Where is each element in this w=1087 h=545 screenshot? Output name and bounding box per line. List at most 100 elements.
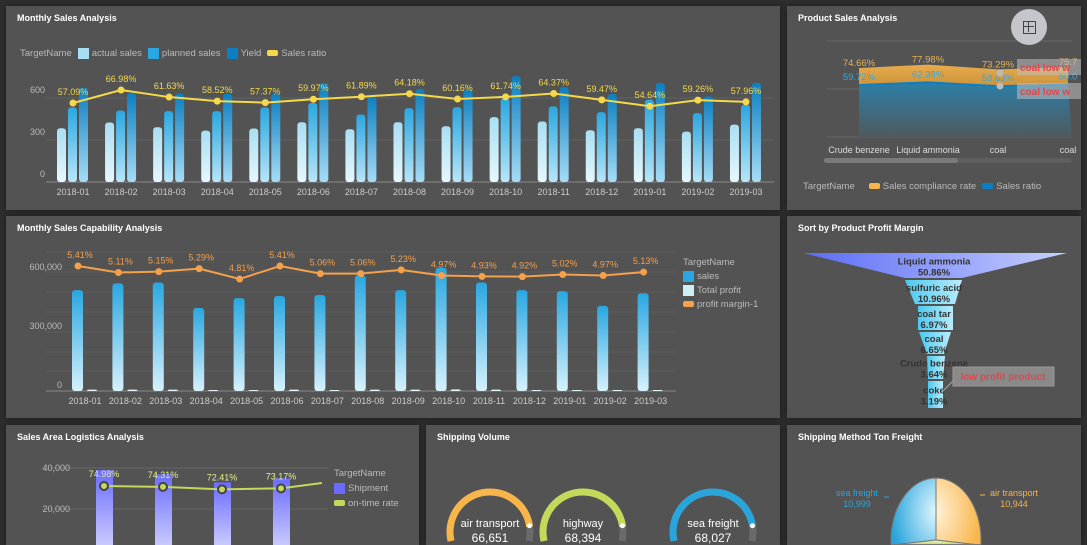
data-label: 64.37% (538, 77, 569, 87)
panel-title: Sort by Product Profit Margin (798, 223, 924, 233)
data-label: 64.18% (394, 78, 425, 88)
data-label: 59.26% (683, 84, 714, 94)
data-label: 5.23% (390, 254, 416, 264)
bar-actual-sales (393, 122, 403, 182)
bar-sales (233, 298, 245, 391)
data-label: 73.17% (266, 471, 297, 481)
gauge-label: sea freight (687, 518, 738, 530)
data-label: 57.96% (731, 86, 762, 96)
legend-item[interactable]: profit margin-1 (683, 298, 758, 312)
data-label: 5.41% (269, 250, 295, 260)
x-tick-label: 2018-09 (441, 187, 474, 197)
panel-title: Monthly Sales Capability Analysis (17, 223, 163, 233)
legend-item[interactable]: Sales ratio (267, 48, 326, 59)
x-tick-label: 2018-08 (351, 396, 384, 406)
sales-ratio-point (261, 99, 269, 107)
x-tick-label: 2018-05 (249, 187, 282, 197)
legend-item[interactable]: Sales ratio (982, 181, 1041, 192)
bar-Yield (271, 93, 281, 182)
bar-Yield (415, 88, 425, 182)
scrollbar[interactable] (824, 158, 1072, 163)
legend-item[interactable]: Sales compliance rate (868, 181, 976, 192)
y-tick-label: 0 (57, 380, 62, 390)
bar-planned-sales (692, 113, 702, 182)
on-time-point (217, 484, 227, 495)
bar-shipment (273, 478, 290, 545)
legend-title: TargetName (334, 468, 386, 479)
gauge-marker (620, 523, 626, 529)
profit-margin-point (559, 270, 567, 278)
gauge-arc (669, 488, 757, 542)
bar-planned-sales (308, 103, 318, 182)
x-tick-label: 2018-02 (109, 396, 142, 406)
data-label: 4.97% (431, 260, 457, 270)
data-label: 72.41% (207, 472, 238, 482)
x-tick-label: 2018-11 (473, 396, 505, 406)
profit-margin-point (195, 265, 203, 273)
funnel-label: coal tar (917, 309, 951, 320)
data-label: 59.72% (843, 72, 876, 83)
funnel-segment (928, 381, 943, 408)
funnel-value: 6.97% (921, 320, 948, 331)
funnel-value: 50.86% (918, 268, 951, 279)
monthly-sales-panel: Monthly Sales Analysis TargetName actual… (6, 6, 780, 210)
funnel-label: sulfuric acid (906, 283, 962, 294)
bar-Yield (367, 96, 377, 182)
bar-planned-sales (68, 107, 77, 182)
sales-ratio-point (646, 102, 654, 110)
legend-item[interactable]: actual sales (77, 48, 142, 59)
gauge-value: 68,394 (565, 531, 602, 545)
legend-item[interactable]: on-time rate (334, 496, 399, 511)
tooltip-text: coal low w (1020, 87, 1070, 98)
scrollbar-thumb[interactable] (824, 158, 958, 163)
x-tick-label: 2018-04 (190, 396, 223, 406)
bar-sales (72, 290, 83, 391)
sales-ratio-point (309, 95, 317, 103)
collapse-button[interactable] (1011, 9, 1047, 45)
x-tick-label: 2018-12 (585, 187, 618, 197)
bar-sales (152, 282, 164, 391)
bar-actual-sales (105, 122, 115, 182)
legend-item[interactable]: sales (683, 270, 758, 284)
y-tick-label: 0 (40, 169, 45, 179)
sales-ratio-point (117, 86, 125, 94)
product-sales-panel: Product Sales Analysis 74.66% 59.72% Crude… (787, 6, 1081, 210)
legend-item[interactable]: Yield (226, 48, 261, 59)
panel-title: Product Sales Analysis (798, 13, 898, 23)
profit-margin-point (640, 268, 648, 276)
profit-margin-point (236, 275, 244, 283)
logistics-panel: Sales Area Logistics Analysis 40,000 20,0… (6, 425, 419, 545)
compliance-area (859, 64, 1068, 87)
legend-title: TargetName (803, 181, 855, 192)
hover-point (996, 69, 1004, 77)
bar-total-profit (329, 389, 340, 391)
bar-actual-sales (441, 126, 451, 182)
gauge-marker (750, 523, 756, 529)
x-tick-label: coal (1060, 145, 1077, 155)
bar-sales (516, 290, 528, 391)
profit-margin-point (518, 273, 526, 281)
legend-item[interactable]: planned sales (147, 48, 221, 59)
chart-legend: TargetName Shipment on-time rate (334, 466, 399, 511)
profit-margin-point (357, 270, 365, 278)
legend-item[interactable]: Shipment (334, 481, 399, 496)
x-tick-label: coal (990, 145, 1007, 155)
data-label: 57.09% (58, 87, 89, 97)
data-label: 58.63% (982, 73, 1015, 84)
x-tick-label: 2019-03 (634, 396, 667, 406)
bar-sales (395, 290, 407, 391)
data-label: 5.13% (633, 256, 659, 266)
bar-Yield (511, 76, 521, 182)
bar-total-profit (167, 389, 178, 391)
data-label: 66.98% (106, 74, 137, 84)
annotation-leader (942, 380, 954, 392)
legend-item[interactable]: Total profit (683, 284, 758, 298)
x-tick-label: 2019-01 (633, 187, 666, 197)
bar-shipment (155, 474, 172, 545)
bar-actual-sales (633, 128, 643, 182)
sales-ratio-point (502, 93, 510, 101)
pie-value: 10,999 (843, 499, 871, 509)
funnel-segment (919, 332, 951, 354)
bar-total-profit (491, 389, 501, 391)
